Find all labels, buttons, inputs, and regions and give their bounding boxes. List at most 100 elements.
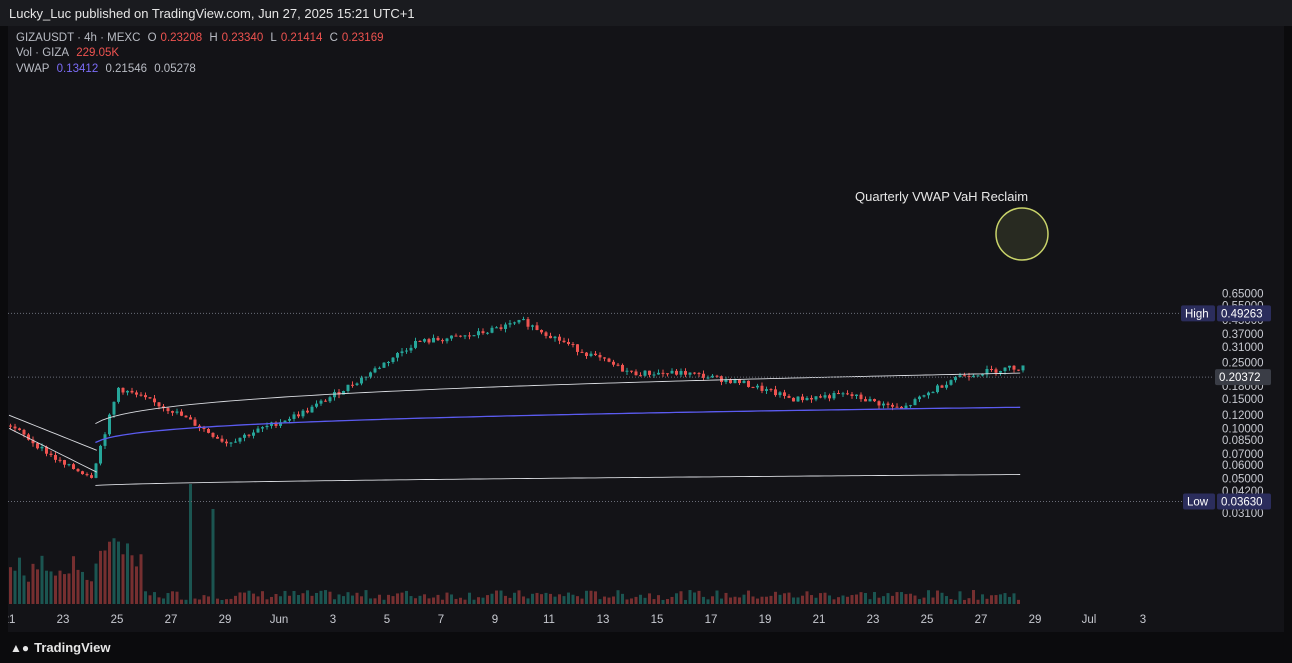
volume-bar [414, 598, 417, 604]
candle-body [135, 392, 138, 395]
candle-body [612, 361, 615, 365]
candle-body [180, 411, 183, 416]
candle-body [270, 422, 273, 426]
candle-body [517, 319, 521, 323]
volume-bar [378, 594, 381, 604]
candle-body [621, 364, 624, 372]
candle-body [378, 367, 381, 369]
volume-bar [180, 599, 183, 604]
volume-bar [954, 599, 957, 604]
volume-bar [684, 599, 687, 604]
candle-body [535, 325, 539, 330]
candle-body [949, 380, 953, 385]
candle-body [346, 384, 350, 392]
volume-bar [346, 592, 350, 604]
candle-body [783, 392, 786, 396]
volume-bar [63, 574, 66, 604]
volume-bar [144, 591, 147, 604]
volume-bar [553, 596, 557, 604]
candle-body [247, 434, 251, 436]
volume-bar [216, 598, 219, 604]
volume-bar [940, 592, 944, 604]
publisher-bar: Lucky_Luc published on TradingView.com, … [0, 0, 1292, 26]
volume-bar [121, 554, 125, 604]
volume-bar [742, 594, 746, 604]
candle-body [337, 391, 341, 395]
candle-body [738, 379, 741, 384]
candle-body [297, 414, 300, 417]
chart-pane[interactable]: 0.650000.550000.450000.370000.310000.250… [8, 26, 1284, 632]
volume-bar [364, 590, 368, 604]
candle-body [904, 405, 908, 409]
volume-bar [328, 591, 332, 604]
time-axis-tick: 23 [57, 614, 70, 626]
candle-body [90, 475, 93, 478]
volume-bar [450, 594, 453, 604]
price-axis-tick: 0.10000 [1222, 423, 1264, 435]
candle-body [549, 335, 552, 339]
volume-bar [886, 593, 890, 604]
price-axis-tick: 0.37000 [1222, 329, 1264, 341]
time-axis-tick: 7 [438, 614, 444, 626]
volume-bar [567, 592, 570, 604]
candle-body [85, 474, 89, 476]
candle-body [765, 389, 768, 391]
volume-bar [283, 590, 287, 604]
candle-body [360, 377, 363, 384]
candle-body [562, 340, 566, 343]
legend-vwap-lower: 0.05278 [154, 63, 196, 75]
candle-body [423, 339, 426, 342]
volume-bar [234, 595, 237, 604]
volume-bar [391, 596, 395, 604]
legend-high-value: 0.23340 [221, 32, 264, 44]
time-axis-tick: 21 [8, 614, 15, 626]
candle-body [607, 358, 611, 362]
candle-body [594, 353, 597, 355]
candle-body [909, 405, 912, 407]
candle-body [693, 372, 696, 374]
volume-bar [117, 541, 120, 604]
volume-bar [472, 599, 476, 604]
volume-bar [504, 595, 507, 604]
time-axis-tick: 3 [1140, 614, 1146, 626]
candle-body [72, 464, 75, 470]
volume-bar [81, 571, 84, 604]
tradingview-logo[interactable]: ▲● TradingView [10, 640, 110, 655]
volume-bar [72, 556, 75, 604]
volume-bar [580, 598, 584, 604]
candle-body [882, 403, 885, 406]
price-chart[interactable]: 0.650000.550000.450000.370000.310000.250… [8, 26, 1284, 632]
volume-bar [801, 595, 804, 604]
volume-bar [522, 596, 525, 604]
volume-bar [666, 599, 669, 604]
volume-bar [990, 595, 993, 604]
volume-bar [810, 595, 813, 604]
candle-body [198, 425, 201, 428]
legend-open-label: O [147, 32, 157, 44]
volume-bar [841, 595, 845, 604]
volume-bar [652, 599, 656, 604]
volume-bar [76, 569, 80, 604]
candle-body [27, 434, 30, 440]
candle-body [873, 399, 876, 402]
candle-body [328, 397, 332, 402]
volume-bar [846, 596, 849, 604]
volume-bar [607, 597, 611, 604]
volume-bar [220, 599, 224, 604]
low-label-badge-bg [1183, 493, 1215, 510]
candle-body [94, 463, 98, 478]
candle-body [148, 397, 152, 399]
candle-body [760, 385, 764, 391]
volume-bar [184, 599, 188, 604]
volume-bar [49, 571, 53, 604]
candle-body [220, 438, 224, 442]
candle-body [553, 336, 557, 339]
candle-body [342, 391, 345, 395]
candle-body [351, 384, 354, 386]
low-value-badge: 0.03630 [1221, 496, 1263, 508]
candle-body [841, 393, 845, 395]
volume-bar [517, 590, 521, 604]
candle-body [796, 396, 800, 402]
volume-bar [868, 599, 872, 604]
candle-body [279, 422, 282, 426]
